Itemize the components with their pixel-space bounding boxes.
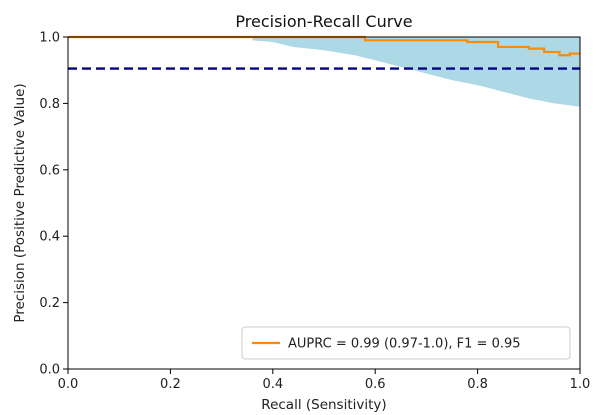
x-tick-label: 0.0 — [58, 377, 79, 392]
y-tick-label: 1.0 — [39, 31, 60, 46]
x-tick-label: 0.2 — [160, 377, 181, 392]
plot-frame — [67, 36, 581, 370]
confidence-band — [252, 37, 580, 107]
y-tick-label: 0.8 — [39, 97, 60, 112]
y-tick-label: 0.2 — [39, 296, 60, 311]
x-tick-label: 1.0 — [570, 377, 591, 392]
y-tick-label: 0.4 — [39, 230, 60, 245]
y-tick-label: 0.6 — [39, 163, 60, 178]
x-tick-label: 0.6 — [365, 377, 386, 392]
pr-curve-line-0 — [68, 35, 580, 57]
x-tick-label: 0.8 — [467, 377, 488, 392]
x-tick-label: 0.4 — [262, 377, 283, 392]
chart-title: Precision-Recall Curve — [235, 12, 412, 31]
x-axis-label: Recall (Sensitivity) — [261, 397, 386, 413]
y-tick-label: 0.0 — [39, 363, 60, 378]
y-axis-label: Precision (Positive Predictive Value) — [12, 83, 28, 322]
legend-entry-label-0: AUPRC = 0.99 (0.97-1.0), F1 = 0.95 — [288, 337, 521, 352]
legend-box — [241, 326, 571, 360]
